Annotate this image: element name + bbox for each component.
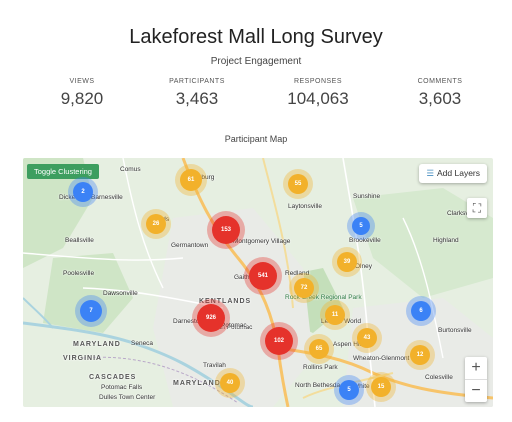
cluster-count: 15 (371, 377, 391, 397)
participant-map[interactable]: ComusClarksburgLaytonsvilleSunshineDicke… (23, 158, 493, 407)
map-place-label: Brookeville (349, 237, 381, 244)
map-place-label: Seneca (131, 340, 154, 347)
map-place-label: Rollins Park (303, 364, 338, 371)
map-cluster-marker[interactable]: 43 (352, 323, 382, 353)
map-place-label: North Potomac (209, 324, 253, 331)
cluster-count: 26 (146, 214, 166, 234)
map-place-label: White Oak (353, 383, 384, 390)
map-cluster-marker[interactable]: 55 (283, 169, 313, 199)
map-place-label: Beallsville (65, 237, 94, 244)
map-cluster-marker[interactable]: 6 (406, 296, 436, 326)
map-cluster-marker[interactable]: 72 (289, 273, 319, 303)
zoom-control: + − (465, 357, 487, 402)
map-place-label: CASCADES (89, 374, 137, 381)
toggle-clustering-button[interactable]: Toggle Clustering (27, 164, 99, 179)
map-place-label: Travilah (203, 362, 226, 369)
map-place-label: Potomac Falls (101, 384, 143, 391)
map-place-label: North Bethesda (295, 382, 341, 389)
map-place-label: Burtonsville (438, 327, 472, 334)
cluster-count: 55 (288, 174, 308, 194)
stat-participants: PARTICIPANTS 3,463 (142, 78, 252, 109)
map-place-label: Olney (355, 263, 372, 270)
map-cluster-marker[interactable]: 12 (405, 340, 435, 370)
cluster-count: 926 (197, 304, 225, 332)
map-place-label: Rock Creek Regional Park (285, 294, 362, 301)
cluster-count: 153 (212, 216, 240, 244)
map-cluster-marker[interactable]: 39 (332, 247, 362, 277)
stat-label: PARTICIPANTS (169, 78, 225, 85)
map-place-label: Dawsonville (103, 290, 138, 297)
stat-value: 104,063 (287, 89, 349, 108)
page-title: Lakeforest Mall Long Survey (129, 26, 383, 48)
map-cluster-marker[interactable]: 26 (141, 209, 171, 239)
map-cluster-marker[interactable]: 15 (366, 372, 396, 402)
map-place-label: Highland (433, 237, 459, 244)
stat-value: 3,463 (175, 89, 219, 108)
map-cluster-marker[interactable]: 5 (334, 375, 364, 405)
map-place-label: Darnestown (173, 318, 208, 325)
cluster-count: 541 (249, 262, 277, 290)
map-cluster-marker[interactable]: 153 (207, 211, 245, 249)
map-cluster-marker[interactable]: 7 (75, 295, 107, 327)
map-place-label: Redland (285, 270, 310, 277)
stat-comments: COMMENTS 3,603 (385, 78, 495, 109)
stat-value: 9,820 (60, 89, 104, 108)
map-place-label: Comus (120, 166, 141, 173)
stat-label: RESPONSES (293, 78, 343, 85)
map-place-label: Poolesville (63, 270, 95, 277)
fullscreen-icon[interactable]: ⛶ (467, 198, 487, 218)
cluster-count: 65 (309, 339, 329, 359)
map-place-label: Laytonsville (288, 203, 322, 210)
map-place-label: KENTLANDS (199, 298, 252, 305)
zoom-out-button[interactable]: − (465, 379, 487, 402)
cluster-count: 12 (410, 345, 430, 365)
cluster-count: 39 (337, 252, 357, 272)
map-place-label: Dickerson (59, 194, 88, 201)
cluster-count: 5 (352, 217, 370, 235)
map-cluster-marker[interactable]: 541 (244, 257, 282, 295)
map-cluster-marker[interactable]: 5 (347, 212, 375, 240)
cluster-count: 43 (357, 328, 377, 348)
layers-icon: ☰ (426, 168, 434, 178)
map-place-label: Germantown (171, 242, 209, 249)
stat-label: VIEWS (69, 78, 95, 85)
map-title: Participant Map (224, 134, 288, 144)
add-layers-button[interactable]: ☰ Add Layers (419, 164, 487, 183)
stat-value: 3,603 (418, 89, 462, 108)
map-place-label: Wheaton-Glenmont (353, 355, 410, 362)
cluster-count: 72 (294, 278, 314, 298)
map-place-label: MARYLAND (173, 380, 221, 387)
map-place-label: Sunshine (353, 193, 381, 200)
cluster-count: 61 (180, 169, 202, 191)
cluster-count: 6 (411, 301, 431, 321)
cluster-count: 7 (80, 300, 102, 322)
map-cluster-marker[interactable]: 65 (304, 334, 334, 364)
map-cluster-marker[interactable]: 40 (215, 368, 245, 398)
map-cluster-marker[interactable]: 2 (68, 177, 98, 207)
map-place-label: Clarksv (447, 210, 469, 217)
map-place-label: VIRGINIA (63, 355, 103, 362)
map-place-label: Montgomery Village (233, 238, 291, 245)
map-place-label: MARYLAND (73, 341, 121, 348)
stat-responses: RESPONSES 104,063 (263, 78, 373, 109)
stat-label: COMMENTS (417, 78, 463, 85)
map-place-label: Aspen Hill (333, 341, 363, 348)
map-place-label: Dulles Town Center (99, 394, 156, 401)
map-place-label: Barnesville (91, 194, 123, 201)
map-cluster-marker[interactable]: 11 (320, 300, 350, 330)
cluster-count: 5 (339, 380, 359, 400)
map-place-label: Colesville (425, 374, 453, 381)
cluster-count: 2 (73, 182, 93, 202)
section-subtitle: Project Engagement (210, 56, 302, 67)
map-cluster-marker[interactable]: 61 (175, 164, 207, 196)
zoom-in-button[interactable]: + (471, 359, 481, 376)
map-place-label: Potomac (221, 322, 247, 329)
map-cluster-marker[interactable]: 102 (260, 322, 298, 360)
map-cluster-marker[interactable]: 926 (192, 299, 230, 337)
add-layers-label: Add Layers (437, 168, 480, 178)
cluster-count: 11 (325, 305, 345, 325)
cluster-count: 40 (220, 373, 240, 393)
stat-views: VIEWS 9,820 (27, 78, 137, 109)
cluster-count: 102 (265, 327, 293, 355)
